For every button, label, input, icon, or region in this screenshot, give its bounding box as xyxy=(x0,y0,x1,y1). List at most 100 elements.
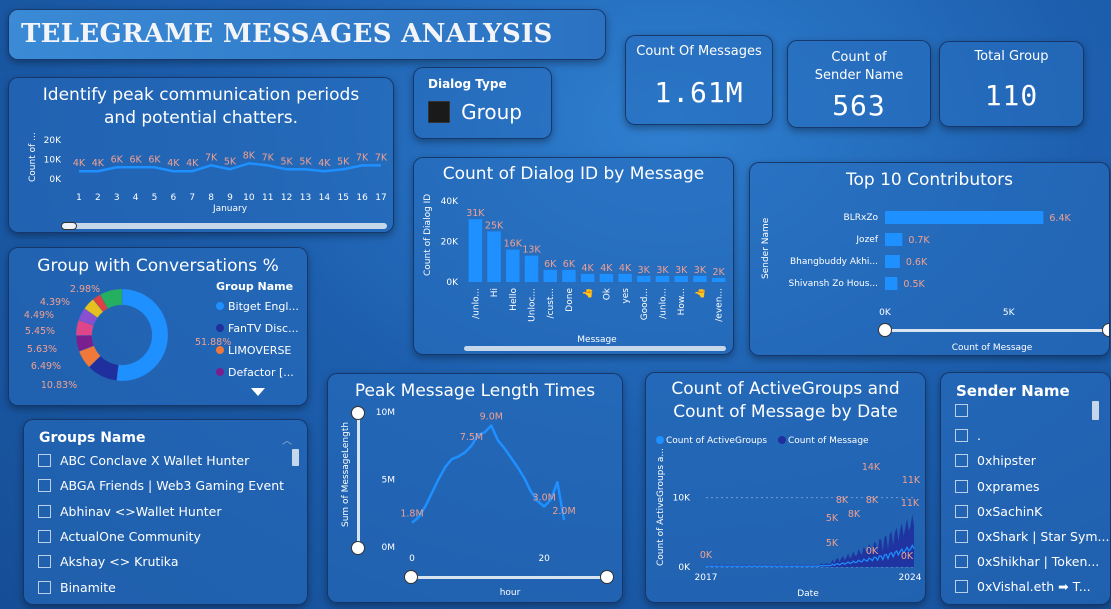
range-slider-track[interactable] xyxy=(885,329,1108,332)
x-tick-label: Hi xyxy=(490,288,500,297)
chart-title: Group with Conversations % xyxy=(37,256,279,276)
y-tick-label: Bhangbuddy Akhi... xyxy=(790,257,878,267)
pie-slice[interactable] xyxy=(116,288,169,382)
list-item[interactable]: ABC Conclave X Wallet Hunter xyxy=(38,453,249,468)
bar[interactable] xyxy=(711,277,726,282)
bar[interactable] xyxy=(580,273,595,282)
slicer-title: Groups Name xyxy=(39,430,146,446)
range-slider-end-handle[interactable] xyxy=(1102,323,1109,337)
x-tick-label: 11 xyxy=(262,193,273,203)
checkbox-icon[interactable] xyxy=(38,504,51,518)
x-tick-label: 17 xyxy=(375,193,386,203)
list-item[interactable]: Binamite xyxy=(38,580,116,595)
checkbox-icon[interactable] xyxy=(955,555,968,569)
dialog-type-title: Dialog Type xyxy=(428,77,507,91)
checkbox-icon[interactable] xyxy=(955,429,968,443)
checkbox-checked-icon[interactable] xyxy=(428,101,450,123)
series-line xyxy=(411,424,566,524)
peak-message-length-chart: Peak Message Length Times 10M 5M 0M Sum of … xyxy=(327,373,623,603)
range-slider-start-handle[interactable] xyxy=(878,323,892,337)
checkbox-icon[interactable] xyxy=(38,454,51,467)
vertical-slider-track[interactable] xyxy=(357,410,360,550)
bar[interactable] xyxy=(674,275,688,282)
slice-label: 2.98% xyxy=(70,284,100,295)
pie-slice[interactable] xyxy=(99,288,123,309)
dialog-type-option[interactable]: Group xyxy=(428,100,522,124)
peak-communication-chart: Identify peak communication periods and … xyxy=(8,77,394,233)
dialog-type-slicer[interactable]: Dialog Type Group xyxy=(413,67,552,139)
list-item[interactable]: Abhinav <>Wallet Hunter xyxy=(38,504,222,519)
bar[interactable] xyxy=(885,211,1044,224)
bar[interactable] xyxy=(468,219,483,282)
bar[interactable] xyxy=(618,273,632,282)
data-label: 2K xyxy=(713,267,726,278)
data-label: 9.0M xyxy=(480,412,503,423)
vertical-scrollbar[interactable] xyxy=(1092,401,1099,420)
legend-item[interactable]: Bitget Engl... xyxy=(216,300,299,313)
vertical-slider-top-handle[interactable] xyxy=(351,406,365,420)
checkbox-icon[interactable] xyxy=(38,479,51,493)
checkbox-icon[interactable] xyxy=(955,580,968,594)
list-item[interactable]: Akshay <> Krutika xyxy=(38,554,179,569)
legend-more-icon[interactable] xyxy=(251,388,265,396)
horizontal-slider-start-handle[interactable] xyxy=(404,570,418,584)
x-tick-label: 13 xyxy=(300,193,311,203)
legend-item[interactable]: FanTV Disc... xyxy=(216,322,299,335)
bar[interactable] xyxy=(885,277,898,290)
horizontal-scrollbar[interactable] xyxy=(464,346,726,351)
legend-item[interactable]: Defactor [... xyxy=(216,366,294,379)
y-tick-label: 20K xyxy=(44,136,62,146)
data-label: 8K xyxy=(243,150,256,161)
x-tick-label: 15 xyxy=(338,193,349,203)
list-item[interactable]: 0xVishal.eth ➡ T... xyxy=(955,579,1091,594)
bar[interactable] xyxy=(885,255,900,268)
horizontal-slider-track[interactable] xyxy=(412,576,608,579)
checkbox-icon[interactable] xyxy=(38,580,51,594)
series-area-messages xyxy=(706,514,914,567)
horizontal-scrollbar[interactable] xyxy=(61,223,387,229)
collapse-chevron-icon[interactable]: ︿ xyxy=(282,436,292,447)
bar[interactable] xyxy=(487,231,501,282)
bar[interactable] xyxy=(562,269,576,282)
list-item[interactable]: . xyxy=(955,428,981,443)
list-item[interactable]: 0xprames xyxy=(955,479,1039,494)
x-tick-label: 0 xyxy=(409,554,415,564)
legend-label: Count of ActiveGroups xyxy=(666,436,767,446)
list-item[interactable]: ActualOne Community xyxy=(38,529,201,544)
list-item[interactable]: 0xSachinK xyxy=(955,504,1042,519)
list-item[interactable]: 0xhipster xyxy=(955,453,1036,468)
list-item[interactable]: ABGA Friends | Web3 Gaming Event xyxy=(38,478,284,493)
bar[interactable] xyxy=(506,249,520,282)
checkbox-icon[interactable] xyxy=(955,479,968,493)
list-item-label: ActualOne Community xyxy=(60,528,201,544)
checkbox-icon[interactable] xyxy=(955,404,968,417)
bar[interactable] xyxy=(543,269,557,282)
checkbox-icon[interactable] xyxy=(38,555,51,569)
list-item[interactable]: 0xShark | Star Sym... xyxy=(955,529,1109,544)
slice-label: 4.49% xyxy=(24,310,54,321)
horizontal-slider-end-handle[interactable] xyxy=(600,570,614,584)
checkbox-icon[interactable] xyxy=(955,504,968,518)
x-axis-label: January xyxy=(212,204,248,214)
bar[interactable] xyxy=(655,275,670,282)
bar[interactable] xyxy=(637,275,651,282)
bar[interactable] xyxy=(599,273,614,282)
bar[interactable] xyxy=(693,275,707,282)
legend-item[interactable]: LIMOVERSE xyxy=(216,344,291,357)
data-label: 5K xyxy=(280,156,293,167)
x-tick-label: 2024 xyxy=(899,573,922,583)
checkbox-icon[interactable] xyxy=(955,530,968,543)
bar[interactable] xyxy=(885,233,903,246)
list-item[interactable]: 0xShikhar | Token... xyxy=(955,554,1099,569)
list-item-label: Abhinav <>Wallet Hunter xyxy=(60,503,222,519)
vertical-slider-bottom-handle[interactable] xyxy=(351,541,365,555)
checkbox-icon[interactable] xyxy=(955,454,968,468)
list-item[interactable] xyxy=(955,403,977,418)
vertical-scrollbar[interactable] xyxy=(292,449,299,466)
kpi-total-group: Total Group 110 xyxy=(939,41,1084,127)
legend-label: FanTV Disc... xyxy=(228,322,299,335)
scrollbar-handle[interactable] xyxy=(61,222,77,230)
checkbox-icon[interactable] xyxy=(38,529,51,543)
bar[interactable] xyxy=(524,255,539,282)
y-tick-label: 40K xyxy=(441,197,459,207)
